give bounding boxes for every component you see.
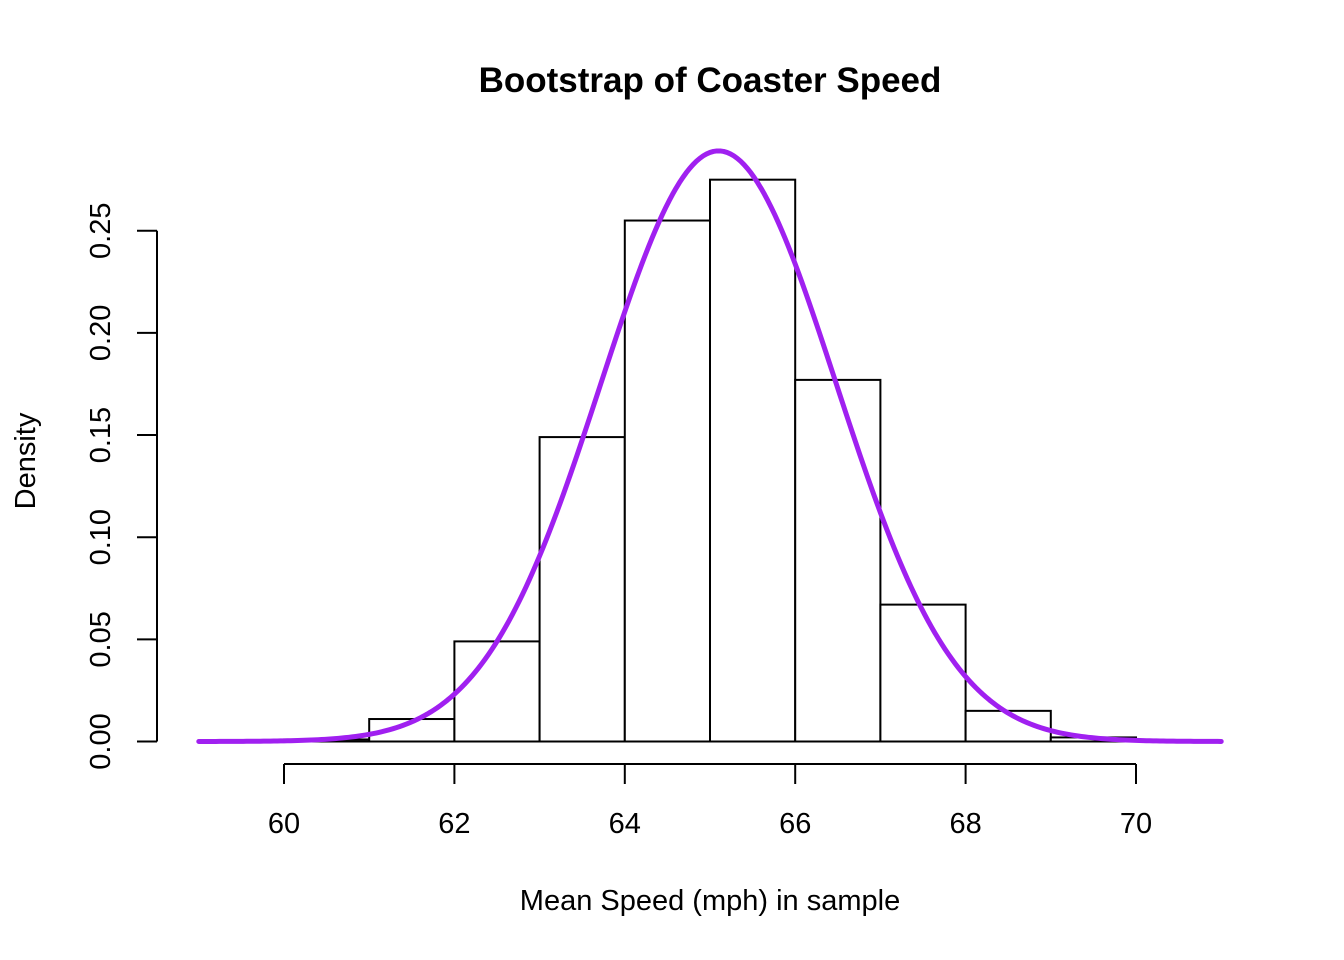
chart-title: Bootstrap of Coaster Speed bbox=[479, 61, 942, 100]
x-tick-label: 60 bbox=[268, 808, 300, 840]
histogram-bar bbox=[709, 178, 797, 743]
y-tick-label: 0.20 bbox=[85, 305, 117, 361]
y-axis-label: Density bbox=[10, 412, 42, 509]
histogram-bar bbox=[538, 436, 626, 743]
y-tick-label: 0.00 bbox=[85, 713, 117, 769]
y-tick-label: 0.15 bbox=[85, 407, 117, 463]
x-axis: 60 62 64 66 68 70 bbox=[268, 763, 1152, 840]
histogram-bar bbox=[453, 640, 541, 743]
y-axis: 0.00 0.05 0.10 0.15 0.20 0.25 bbox=[85, 203, 158, 770]
x-tick-label: 62 bbox=[438, 808, 470, 840]
x-tick-label: 68 bbox=[949, 808, 981, 840]
histogram-bar bbox=[879, 603, 967, 743]
x-tick-label: 66 bbox=[779, 808, 811, 840]
bars-group bbox=[283, 178, 1138, 743]
y-tick-label: 0.25 bbox=[85, 203, 117, 259]
histogram-bar bbox=[623, 219, 711, 743]
x-tick-label: 64 bbox=[609, 808, 641, 840]
x-axis-label: Mean Speed (mph) in sample bbox=[520, 885, 900, 917]
histogram-bar bbox=[794, 378, 882, 743]
normal-curve bbox=[196, 148, 1224, 744]
y-tick-label: 0.05 bbox=[85, 611, 117, 667]
x-tick-label: 70 bbox=[1120, 808, 1152, 840]
y-tick-label: 0.10 bbox=[85, 509, 117, 565]
